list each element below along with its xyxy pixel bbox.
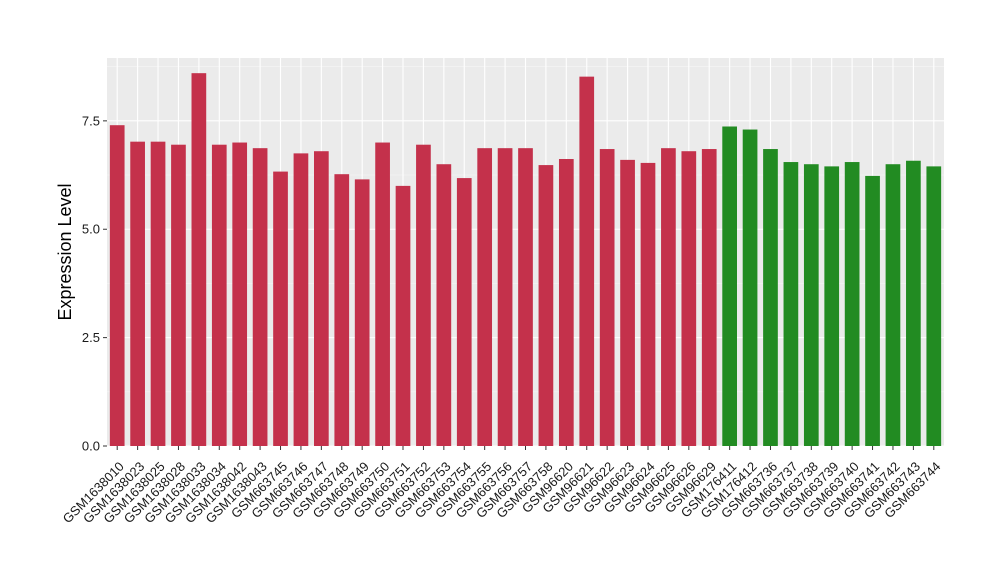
bar-GSM663747 xyxy=(314,151,329,446)
y-tick-label: 0.0 xyxy=(82,439,100,454)
bar-GSM1638028 xyxy=(171,144,186,446)
bar-GSM96623 xyxy=(620,159,635,447)
bar-GSM663757 xyxy=(518,148,533,447)
bar-GSM663746 xyxy=(293,153,309,446)
bar-GSM663738 xyxy=(803,164,819,447)
y-tick-label: 5.0 xyxy=(82,222,100,237)
bars xyxy=(109,73,942,447)
bar-GSM663756 xyxy=(497,148,513,447)
bar-GSM176412 xyxy=(742,129,758,446)
y-tick-label: 2.5 xyxy=(82,330,100,345)
bar-GSM1638043 xyxy=(252,148,268,447)
bar-GSM663739 xyxy=(824,166,840,446)
y-axis: 0.0 2.5 5.0 7.5 xyxy=(82,113,107,454)
bar-GSM663741 xyxy=(865,175,880,447)
bar-GSM663752 xyxy=(416,144,431,446)
bar-GSM663737 xyxy=(783,162,799,447)
y-tick-label: 7.5 xyxy=(82,113,100,128)
bar-GSM663750 xyxy=(375,142,390,446)
bar-GSM663745 xyxy=(273,171,288,446)
bar-GSM663754 xyxy=(456,178,472,447)
bar-GSM96622 xyxy=(599,149,615,446)
bar-GSM663753 xyxy=(436,164,452,447)
bar-GSM663749 xyxy=(354,179,370,446)
bar-GSM96629 xyxy=(701,149,717,446)
bar-GSM96626 xyxy=(681,151,697,446)
bar-GSM1638042 xyxy=(232,142,248,446)
bar-GSM1638034 xyxy=(211,144,227,446)
y-axis-title: Expression Level xyxy=(55,183,75,320)
bar-GSM663736 xyxy=(763,149,778,446)
bar-GSM663748 xyxy=(334,174,350,447)
bar-GSM663744 xyxy=(926,166,942,446)
bar-GSM176411 xyxy=(722,126,737,446)
x-axis: GSM1638010GSM1638023GSM1638025GSM1638028… xyxy=(60,446,944,526)
bar-GSM1638025 xyxy=(150,141,166,446)
bar-GSM663755 xyxy=(477,148,493,447)
bar-GSM96624 xyxy=(640,162,656,446)
bar-GSM1638010 xyxy=(109,125,125,447)
bar-GSM96621 xyxy=(579,76,595,446)
bar-GSM1638023 xyxy=(130,141,145,446)
bar-GSM663758 xyxy=(538,165,554,446)
bar-GSM663742 xyxy=(885,164,901,447)
bar-GSM663743 xyxy=(906,160,921,446)
bar-GSM96625 xyxy=(661,148,676,447)
bar-GSM663740 xyxy=(844,162,860,447)
bar-GSM96620 xyxy=(558,159,574,446)
bar-GSM1638033 xyxy=(191,73,207,446)
bar-GSM663751 xyxy=(395,185,411,446)
